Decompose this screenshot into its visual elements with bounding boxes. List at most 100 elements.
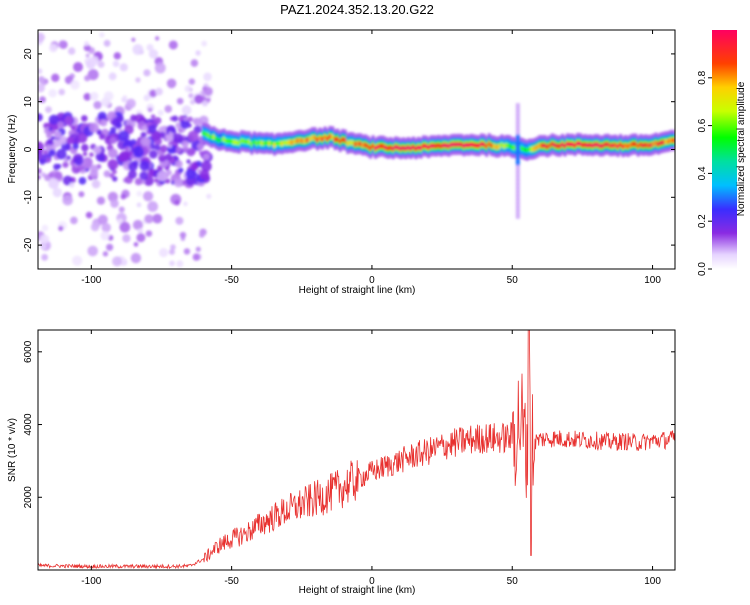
- spectrogram-cell: [424, 143, 428, 149]
- spectrogram-cell: [260, 140, 264, 146]
- spectrogram-cell: [142, 191, 154, 202]
- spectrogram-cell: [70, 125, 76, 130]
- spectrogram-cell: [654, 140, 658, 146]
- spectrogram-cell: [641, 142, 645, 148]
- spectrogram-cell: [515, 168, 520, 173]
- spectrogram-cell: [613, 142, 618, 148]
- spectrogram-cell: [49, 43, 58, 53]
- spectrogram-cell: [661, 139, 666, 145]
- spectrogram-cell: [510, 144, 514, 150]
- spectrogram-cell: [91, 179, 101, 189]
- spectrogram-cell: [255, 141, 259, 146]
- spectrogram-cell: [195, 50, 201, 56]
- spectrogram-cell: [555, 143, 560, 149]
- spectrogram-cell: [171, 115, 179, 122]
- spectrogram-cell: [421, 143, 426, 149]
- spectrogram-cell: [182, 146, 189, 153]
- spectrogram-cell: [515, 198, 520, 204]
- spectrogram-cell: [672, 138, 675, 143]
- spectrogram-cell: [132, 44, 144, 55]
- spectrogram-cell: [515, 126, 520, 131]
- spectrogram-cell: [81, 115, 88, 122]
- spectrogram-cell: [406, 145, 411, 150]
- spectrogram-cell: [485, 143, 489, 149]
- spectrogram-cell: [187, 116, 193, 122]
- colorbar-tick-label: 0.2: [697, 214, 708, 228]
- spectrogram-cell: [315, 137, 320, 143]
- spectrogram-cell: [135, 77, 141, 83]
- spectrogram-y-ticks: -20 -10 0 10 20: [23, 48, 675, 252]
- spectrogram-cell: [482, 142, 486, 147]
- spectrogram-cell: [175, 216, 184, 225]
- spectrogram-cell: [56, 121, 64, 129]
- spectrogram-cell: [515, 118, 520, 124]
- spectrogram-cell: [174, 199, 180, 206]
- spectrogram-cell: [449, 142, 453, 148]
- spectrogram-cell: [54, 171, 63, 180]
- spectrogram-cell: [533, 146, 537, 151]
- spectrogram-cell: [48, 178, 60, 189]
- spectrogram-cell: [140, 131, 147, 138]
- spectrogram-cell: [411, 144, 416, 150]
- spectrogram-cell: [99, 32, 105, 38]
- spectrogram-cell: [644, 142, 648, 148]
- spectrogram-cell: [38, 150, 43, 161]
- spectrogram-cell: [336, 136, 340, 142]
- spectrogram-cell: [46, 157, 52, 163]
- spectrogram-cell: [222, 136, 226, 142]
- spectrogram-cell: [242, 138, 246, 144]
- spectrogram-cell: [333, 137, 337, 143]
- spectrogram-cell: [190, 148, 196, 155]
- spectrogram-cell: [497, 144, 501, 150]
- spectrogram-cell: [217, 137, 221, 143]
- spectrogram-cell: [203, 72, 212, 82]
- spectrogram-cell: [462, 143, 466, 149]
- spectrogram-cell: [515, 191, 520, 196]
- spectrogram-cell: [275, 141, 279, 146]
- spectrogram-cell: [247, 139, 251, 145]
- spectrogram-cell: [50, 135, 56, 141]
- spectrogram-cell: [84, 41, 90, 47]
- spectrogram-cell: [219, 137, 224, 143]
- spectrogram-cell: [38, 32, 45, 42]
- spectrogram-cell: [368, 145, 373, 151]
- snr-y-tick-label: 4000: [23, 413, 34, 436]
- spectrogram-cell: [457, 141, 461, 147]
- spectrogram-cell: [651, 141, 656, 147]
- spectrogram-cell: [103, 170, 111, 178]
- spectrogram-cell: [174, 160, 183, 168]
- spectrogram-cell: [175, 122, 182, 129]
- spectrogram-cell: [560, 142, 565, 147]
- spectrogram-cell: [112, 169, 117, 175]
- spectrogram-cell: [206, 193, 212, 199]
- spectrogram-cell: [200, 160, 212, 172]
- spectrogram-y-tick-label: 20: [23, 48, 34, 60]
- spectrogram-cell: [147, 201, 159, 212]
- spectrogram-cell: [137, 228, 144, 234]
- spectrogram-cell: [102, 251, 109, 257]
- spectrogram-cell: [500, 142, 504, 148]
- spectrogram-x-tick-label: 100: [644, 275, 661, 286]
- spectrogram-cell: [101, 97, 111, 107]
- spectrogram-cell: [606, 141, 610, 147]
- spectrogram-cell: [195, 246, 201, 252]
- spectrogram-cell: [240, 138, 244, 144]
- spectrogram-cell: [58, 225, 64, 231]
- spectrogram-cell: [166, 78, 177, 89]
- spectrogram-heatmap: [38, 32, 675, 268]
- spectrogram-cell: [351, 140, 355, 146]
- spectrogram-cell: [38, 83, 45, 93]
- spectrogram-cell: [78, 191, 85, 198]
- spectrogram-cell: [185, 168, 197, 180]
- spectrogram-cell: [176, 97, 184, 105]
- spectrogram-cell: [591, 143, 595, 149]
- snr-y-tick-label: 2000: [23, 486, 34, 509]
- spectrogram-cell: [659, 140, 663, 146]
- spectrogram-cell: [64, 115, 74, 125]
- spectrogram-cell: [66, 136, 74, 145]
- spectrogram-cell: [490, 143, 494, 149]
- spectrogram-cell: [331, 134, 335, 140]
- spectrogram-cell: [113, 52, 122, 60]
- spectrogram-cell: [624, 143, 628, 149]
- spectrogram-cell: [447, 143, 451, 149]
